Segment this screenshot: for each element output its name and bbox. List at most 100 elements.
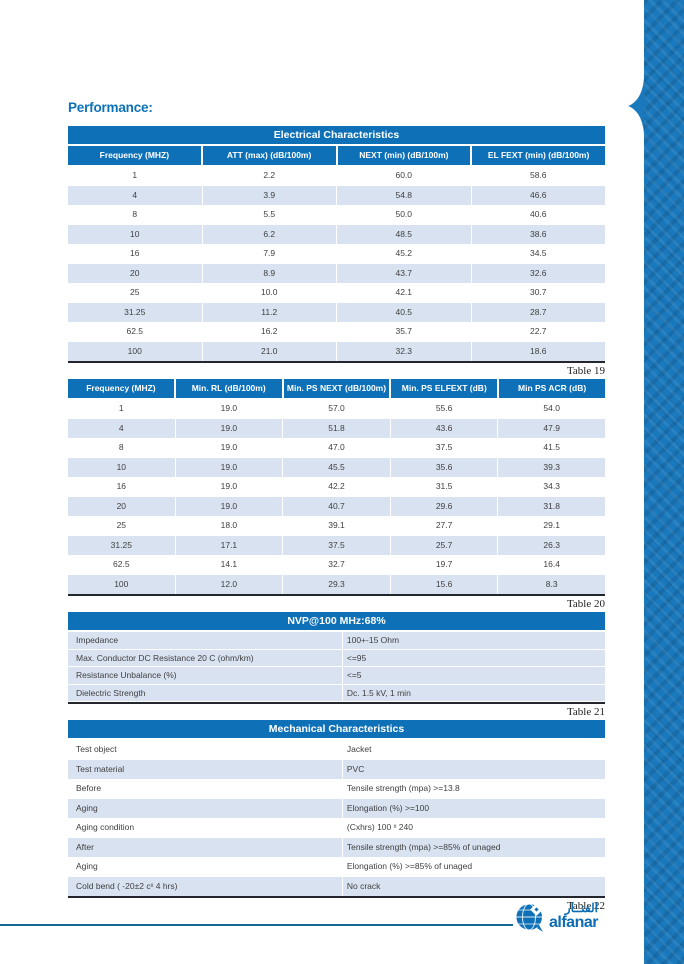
- property-label: After: [68, 837, 342, 857]
- property-value: <=5: [342, 667, 605, 684]
- table-cell: 19.0: [175, 477, 283, 497]
- table-title: NVP@100 MHz:68%: [68, 612, 605, 630]
- page-content: Performance: Electrical Characteristics …: [68, 0, 605, 914]
- column-header: Min. PS ELFEXT (dB): [391, 379, 498, 398]
- property-value: (Cxhrs) 100 ˣ 240: [342, 818, 605, 838]
- table-cell: 10.0: [202, 283, 336, 303]
- table-cell: 62.5: [68, 555, 175, 575]
- table-row: Aging condition (Cxhrs) 100 ˣ 240: [68, 818, 605, 838]
- table-cell: 19.7: [390, 555, 498, 575]
- table-caption: Table 19: [566, 365, 605, 377]
- table-row: 10 19.0 45.5 35.6 39.3: [68, 457, 605, 477]
- table-cell: 8.3: [498, 574, 605, 594]
- column-header: EL FEXT (min) (dB/100m): [472, 146, 605, 165]
- table-body: Impedance 100+-15 Ohm Max. Conductor DC …: [68, 632, 605, 704]
- table-cell: 18.6: [471, 341, 605, 361]
- table-row: Aging Elongation (%) >=100: [68, 798, 605, 818]
- table-row: 25 18.0 39.1 27.7 29.1: [68, 516, 605, 536]
- table-row: 62.5 16.2 35.7 22.7: [68, 322, 605, 342]
- table-cell: 19.0: [175, 457, 283, 477]
- strip-notch-icon: [628, 78, 644, 134]
- property-label: Max. Conductor DC Resistance 20 C (ohm/k…: [68, 649, 342, 666]
- table-cell: 16.4: [498, 555, 605, 575]
- table-cell: 31.5: [390, 477, 498, 497]
- table-row: 1 19.0 57.0 55.6 54.0: [68, 399, 605, 419]
- table-cell: 10: [68, 457, 175, 477]
- property-label: Impedance: [68, 632, 342, 649]
- table-row: 25 10.0 42.1 30.7: [68, 283, 605, 303]
- side-strip-texture: [628, 0, 684, 964]
- table-cell: 32.7: [283, 555, 390, 575]
- column-header-row: Frequency (MHZ) ATT (max) (dB/100m) NEXT (…: [68, 146, 605, 165]
- property-value: Tensile strength (mpa) >=85% of unaged: [342, 837, 605, 857]
- table-cell: 30.7: [471, 283, 605, 303]
- property-value: Elongation (%) >=85% of unaged: [342, 857, 605, 877]
- table-cell: 29.6: [390, 496, 498, 516]
- property-value: 100+-15 Ohm: [342, 632, 605, 649]
- table-cell: 39.3: [498, 457, 605, 477]
- table-row: Impedance 100+-15 Ohm: [68, 632, 605, 649]
- table-cell: 11.2: [202, 302, 336, 322]
- table-cell: 40.7: [283, 496, 390, 516]
- table-cell: 5.5: [202, 205, 336, 225]
- table-cell: 21.0: [202, 341, 336, 361]
- globe-icon: [515, 903, 543, 932]
- property-value: Tensile strength (mpa) >=13.8: [342, 779, 605, 799]
- return-loss-table: Frequency (MHZ) Min. RL (dB/100m) Min. PS …: [68, 379, 605, 611]
- table-row: 4 19.0 51.8 43.6 47.9: [68, 418, 605, 438]
- table-cell: 39.1: [283, 516, 390, 536]
- table-row: Resistance Unbalance (%) <=5: [68, 667, 605, 684]
- column-header: Min PS ACR (dB): [499, 379, 605, 398]
- table-body: Test object Jacket Test material PVC Bef…: [68, 740, 605, 898]
- nvp-table: NVP@100 MHz:68% Impedance 100+-15 Ohm Ma…: [68, 612, 605, 719]
- table-cell: 14.1: [175, 555, 283, 575]
- table-row: 31.25 11.2 40.5 28.7: [68, 302, 605, 322]
- table-cell: 26.3: [498, 535, 605, 555]
- table-row: Aging Elongation (%) >=85% of unaged: [68, 857, 605, 877]
- table-row: Test material PVC: [68, 759, 605, 779]
- column-header: Min. PS NEXT (dB/100m): [283, 379, 390, 398]
- table-cell: 37.5: [390, 438, 498, 458]
- table-row: Test object Jacket: [68, 740, 605, 760]
- table-caption: Table 22: [566, 900, 605, 912]
- property-value: <=95: [342, 649, 605, 666]
- table-cell: 100: [68, 574, 175, 594]
- table-row: 31.25 17.1 37.5 25.7 26.3: [68, 535, 605, 555]
- table-cell: 45.5: [283, 457, 390, 477]
- table-cell: 25: [68, 283, 202, 303]
- table-cell: 43.7: [337, 263, 471, 283]
- table-cell: 34.3: [498, 477, 605, 497]
- table-cell: 31.25: [68, 535, 175, 555]
- property-value: Elongation (%) >=100: [342, 798, 605, 818]
- table-cell: 41.5: [498, 438, 605, 458]
- table-cell: 7.9: [202, 244, 336, 264]
- property-label: Aging: [68, 857, 342, 877]
- table-cell: 35.7: [337, 322, 471, 342]
- table-cell: 12.0: [175, 574, 283, 594]
- table-cell: 3.9: [202, 185, 336, 205]
- table-row: 62.5 14.1 32.7 19.7 16.4: [68, 555, 605, 575]
- table-cell: 29.1: [498, 516, 605, 536]
- table-row: 8 19.0 47.0 37.5 41.5: [68, 438, 605, 458]
- table-cell: 20: [68, 496, 175, 516]
- table-cell: 45.2: [337, 244, 471, 264]
- table-cell: 29.3: [283, 574, 390, 594]
- table-cell: 42.1: [337, 283, 471, 303]
- table-row: 100 21.0 32.3 18.6: [68, 341, 605, 361]
- table-cell: 58.6: [471, 166, 605, 186]
- table-row: 20 8.9 43.7 32.6: [68, 263, 605, 283]
- table-cell: 51.8: [283, 418, 390, 438]
- table-cell: 55.6: [390, 399, 498, 419]
- table-row: 20 19.0 40.7 29.6 31.8: [68, 496, 605, 516]
- table-cell: 4: [68, 418, 175, 438]
- table-row: 100 12.0 29.3 15.6 8.3: [68, 574, 605, 594]
- property-value: PVC: [342, 759, 605, 779]
- table-row: After Tensile strength (mpa) >=85% of un…: [68, 837, 605, 857]
- table-cell: 32.3: [337, 341, 471, 361]
- table-row: 8 5.5 50.0 40.6: [68, 205, 605, 225]
- table-cell: 60.0: [337, 166, 471, 186]
- table-cell: 18.0: [175, 516, 283, 536]
- table-cell: 42.2: [283, 477, 390, 497]
- table-cell: 15.6: [390, 574, 498, 594]
- table-cell: 54.0: [498, 399, 605, 419]
